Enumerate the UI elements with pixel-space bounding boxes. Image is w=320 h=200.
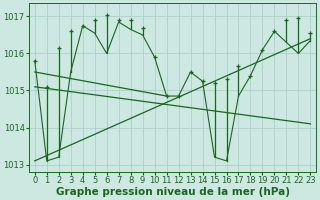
- X-axis label: Graphe pression niveau de la mer (hPa): Graphe pression niveau de la mer (hPa): [56, 187, 290, 197]
